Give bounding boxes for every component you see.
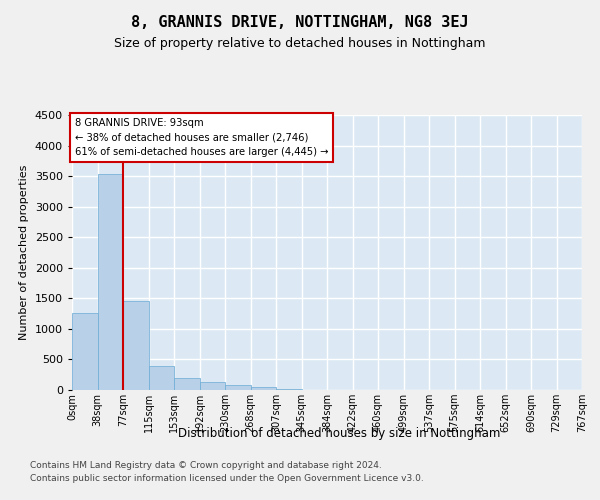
Text: 8 GRANNIS DRIVE: 93sqm
← 38% of detached houses are smaller (2,746)
61% of semi-: 8 GRANNIS DRIVE: 93sqm ← 38% of detached…	[74, 118, 328, 158]
Bar	[199, 382, 225, 390]
Bar	[149, 366, 174, 390]
Bar	[174, 378, 199, 390]
Bar	[72, 313, 97, 390]
Text: Contains public sector information licensed under the Open Government Licence v3: Contains public sector information licen…	[30, 474, 424, 483]
Y-axis label: Number of detached properties: Number of detached properties	[19, 165, 29, 340]
Text: Distribution of detached houses by size in Nottingham: Distribution of detached houses by size …	[178, 428, 500, 440]
Bar	[123, 302, 149, 390]
Text: 8, GRANNIS DRIVE, NOTTINGHAM, NG8 3EJ: 8, GRANNIS DRIVE, NOTTINGHAM, NG8 3EJ	[131, 15, 469, 30]
Bar	[97, 174, 123, 390]
Bar	[225, 385, 251, 390]
Bar	[251, 386, 276, 390]
Text: Size of property relative to detached houses in Nottingham: Size of property relative to detached ho…	[114, 38, 486, 51]
Text: Contains HM Land Registry data © Crown copyright and database right 2024.: Contains HM Land Registry data © Crown c…	[30, 460, 382, 469]
